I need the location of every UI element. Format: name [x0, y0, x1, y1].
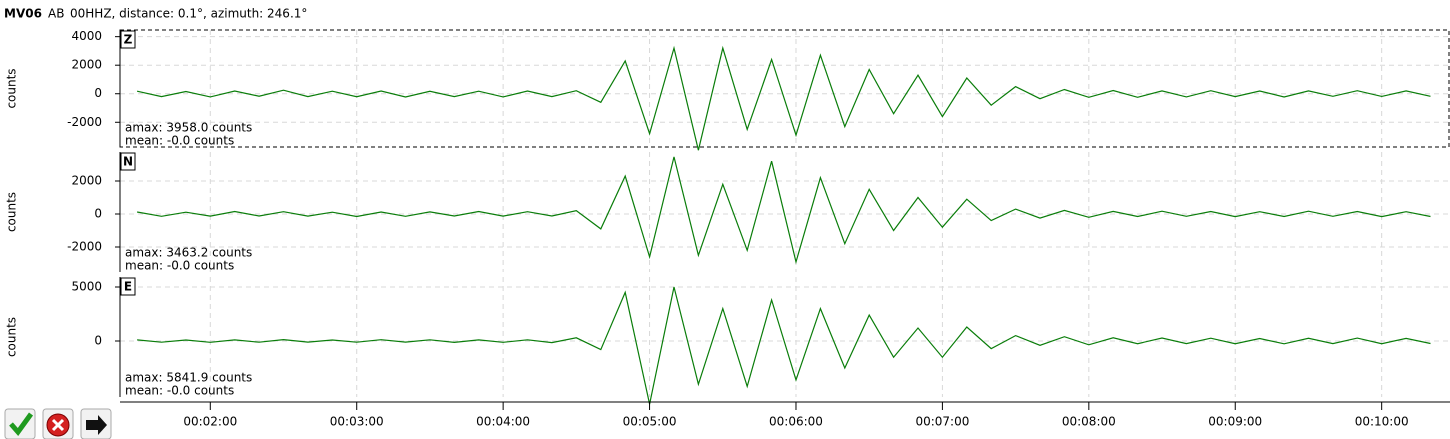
x-tick-label: 00:09:00: [1208, 415, 1262, 429]
station-code: MV06: [4, 7, 42, 21]
waveform: [136, 156, 1431, 265]
x-tick-label: 00:10:00: [1355, 415, 1409, 429]
component-box: [120, 277, 136, 296]
arrow-icon: [86, 415, 107, 435]
y-tick-label: 4000: [71, 29, 102, 43]
x-tick-label: 00:08:00: [1062, 415, 1116, 429]
y-tick-label: -2000: [67, 240, 102, 254]
next-button[interactable]: [80, 408, 112, 439]
x-tick-label: 00:02:00: [183, 415, 237, 429]
annotation: amax: 3463.2 counts: [125, 246, 252, 260]
reject-button[interactable]: [42, 408, 74, 439]
check-icon: [9, 412, 34, 437]
y-axis-label: counts: [5, 317, 19, 357]
channel-info: 00HHZ, distance: 0.1°, azimuth: 246.1°: [70, 7, 307, 21]
component-label: N: [123, 155, 133, 169]
x-tick-label: 00:03:00: [330, 415, 384, 429]
x-tick-label: 00:06:00: [769, 415, 823, 429]
y-tick-label: 2000: [71, 58, 102, 72]
y-tick-label: 0: [94, 86, 102, 100]
annotation: mean: -0.0 counts: [125, 384, 234, 398]
y-axis-label: counts: [5, 192, 19, 232]
accept-button[interactable]: [4, 408, 36, 439]
selection-frame: [119, 29, 1450, 148]
y-tick-label: 0: [94, 334, 102, 348]
y-tick-label: 5000: [71, 280, 102, 294]
x-tick-label: 00:05:00: [623, 415, 677, 429]
waveform: [137, 286, 1431, 405]
y-tick-label: -2000: [67, 115, 102, 129]
waveform: [136, 45, 1431, 151]
y-axis-label: counts: [5, 68, 19, 108]
y-tick-label: 2000: [71, 174, 102, 188]
component-box: [120, 30, 136, 49]
component-label: Z: [124, 33, 133, 47]
annotation: mean: -0.0 counts: [125, 134, 234, 148]
component-box: [120, 152, 136, 171]
annotation: amax: 5841.9 counts: [125, 371, 252, 385]
x-tick-label: 00:04:00: [476, 415, 530, 429]
x-icon: [51, 418, 65, 432]
network-code: AB: [48, 7, 64, 21]
y-tick-label: 0: [94, 207, 102, 221]
x-tick-label: 00:07:00: [915, 415, 969, 429]
button-frame[interactable]: [4, 408, 36, 439]
annotation: amax: 3958.0 counts: [125, 121, 252, 135]
annotation: mean: -0.0 counts: [125, 259, 234, 273]
component-label: E: [124, 280, 132, 294]
